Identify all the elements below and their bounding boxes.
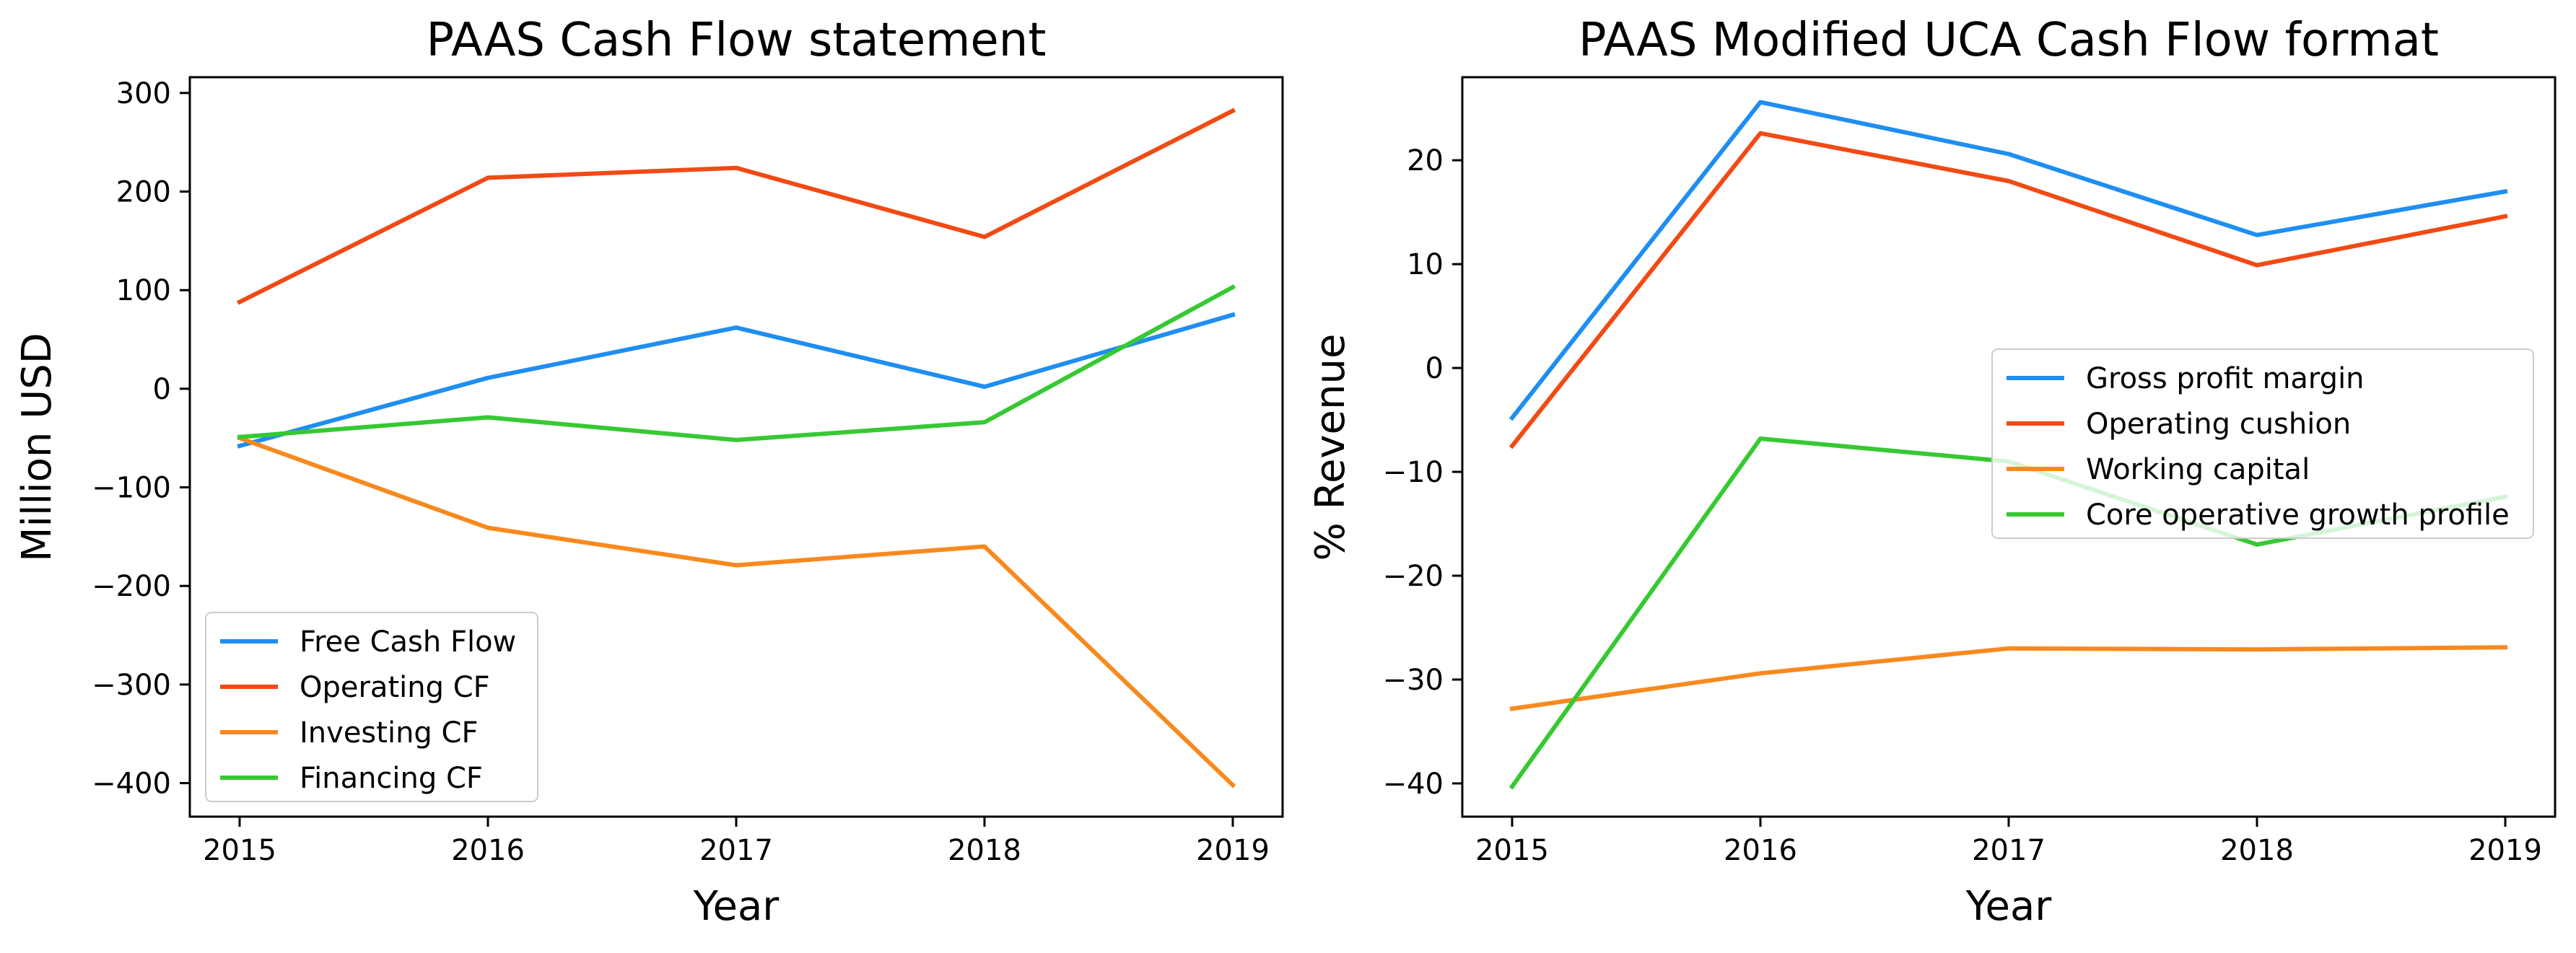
plot-area: 2015 2016 2017 2018 2019 300 200 100 0 −100 −200 −3… (92, 76, 1284, 867)
y-tick-label: −200 (92, 570, 171, 603)
x-tick-label: 2017 (1972, 834, 2045, 867)
series-line-gross-profit-margin (1509, 100, 2508, 421)
legend-label: Free Cash Flow (300, 625, 516, 659)
legend-label: Core operative growth profile (2086, 499, 2510, 532)
series-line-operating-cf (236, 107, 1236, 305)
legend-label: Operating CF (300, 671, 490, 704)
y-tick-label: −30 (1383, 664, 1444, 697)
y-axis-label: Million USD (14, 333, 61, 562)
x-tick-label: 2019 (1196, 834, 1270, 867)
legend-label: Operating cushion (2086, 408, 2351, 441)
series-line-operating-cushion (1509, 131, 2508, 449)
x-axis-label: Year (1965, 883, 2053, 930)
x-tick-label: 2016 (1724, 834, 1797, 867)
legend: Free Cash Flow Operating CF Investing CF Fi… (205, 612, 538, 802)
y-tick-label: 20 (1407, 144, 1444, 177)
chart-panel-cash-flow-statement: PAAS Cash Flow statement Million USD Yea… (14, 14, 1284, 930)
chart-panel-modified-uca-format: PAAS Modified UCA Cash Flow format % Rev… (1307, 14, 2557, 930)
y-tick-label: 200 (116, 176, 171, 209)
legend-label: Investing CF (300, 716, 478, 750)
y-tick-label: −40 (1383, 768, 1444, 801)
plot-area: 2015 2016 2017 2018 2019 20 10 0 −10 −20 −30 −40 Gro… (1383, 76, 2557, 867)
y-tick-label: −300 (92, 669, 171, 702)
y-axis-label: % Revenue (1307, 334, 1354, 561)
legend-label: Financing CF (300, 762, 483, 795)
y-tick-label: 0 (1425, 352, 1444, 385)
series-line-free-cash-flow (237, 312, 1236, 449)
y-tick-label: 10 (1407, 248, 1444, 281)
x-tick-label: 2015 (203, 834, 276, 867)
y-tick-label: 0 (153, 373, 171, 406)
legend: Gross profit margin Operating cushion Work… (1991, 348, 2534, 539)
y-tick-label: −100 (92, 472, 171, 505)
y-tick-label: −20 (1383, 560, 1444, 593)
y-tick-label: −400 (92, 768, 171, 801)
y-tick-label: −10 (1383, 456, 1444, 489)
x-tick-label: 2019 (2468, 834, 2542, 867)
series-line-investing-cf (237, 435, 1236, 789)
x-tick-label: 2015 (1475, 834, 1549, 867)
x-axis-label: Year (693, 883, 780, 930)
chart-title: PAAS Cash Flow statement (427, 14, 1047, 67)
x-tick-label: 2018 (2220, 834, 2294, 867)
chart-title: PAAS Modified UCA Cash Flow format (1579, 14, 2439, 67)
x-tick-label: 2016 (451, 834, 525, 867)
series-line-financing-cf (237, 284, 1236, 442)
legend-label: Working capital (2086, 453, 2310, 486)
y-tick-label: 300 (116, 77, 171, 110)
series-line-working-capital (1509, 645, 2508, 711)
x-tick-label: 2017 (699, 834, 773, 867)
legend-box (1991, 348, 2534, 539)
legend-label: Gross profit margin (2086, 362, 2365, 395)
legend-box (205, 612, 538, 802)
x-tick-label: 2018 (948, 834, 1021, 867)
y-tick-label: 100 (116, 274, 171, 307)
